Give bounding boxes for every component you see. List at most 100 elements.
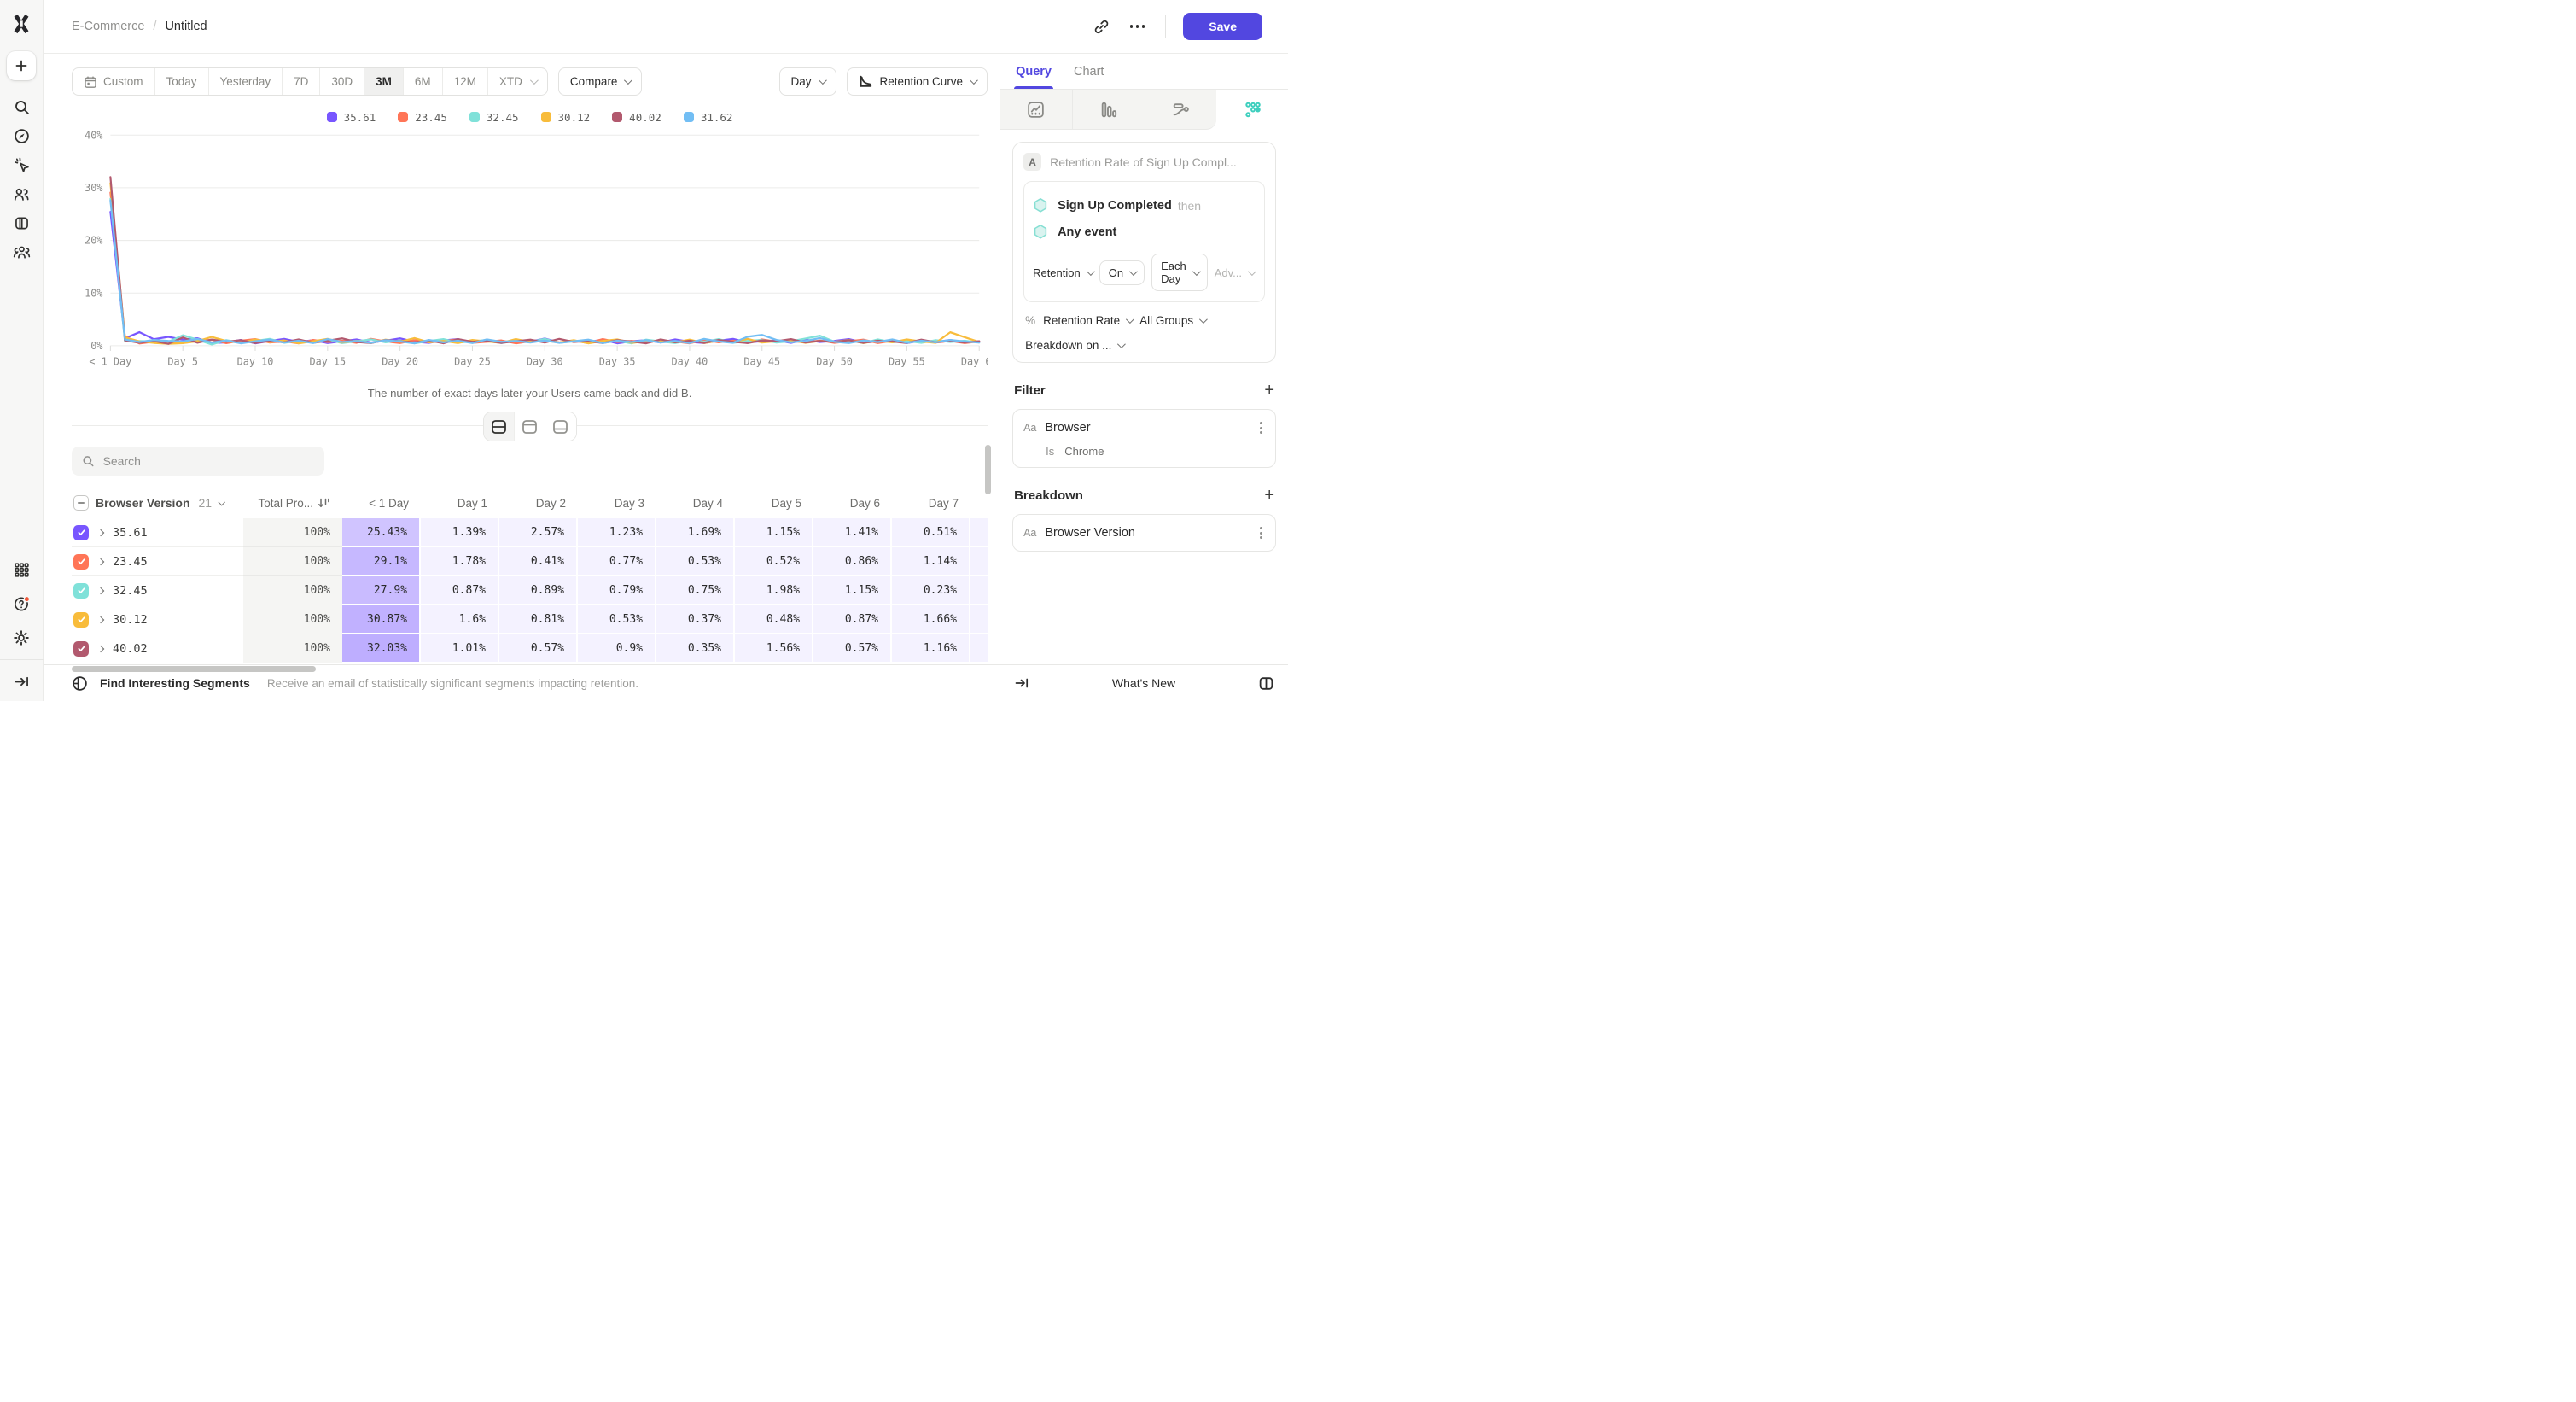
granularity-dropdown[interactable]: Day bbox=[778, 67, 836, 96]
expand-row-icon[interactable] bbox=[96, 558, 105, 565]
range-30d[interactable]: 30D bbox=[320, 68, 365, 95]
row-checkbox[interactable] bbox=[73, 524, 89, 540]
retention-value-cell[interactable]: 0.87% bbox=[421, 576, 499, 605]
whats-new-link[interactable]: What's New bbox=[1111, 676, 1176, 690]
first-event-row[interactable]: Sign Up Completed then bbox=[1033, 192, 1254, 219]
row-label[interactable]: 30.12 bbox=[113, 612, 148, 627]
legend-item[interactable]: 35.61 bbox=[326, 109, 376, 125]
range-yesterday[interactable]: Yesterday bbox=[209, 68, 283, 95]
settings-gear-icon[interactable] bbox=[7, 625, 36, 651]
expand-row-icon[interactable] bbox=[96, 587, 105, 594]
row-checkbox[interactable] bbox=[73, 640, 89, 657]
events-cursor-icon[interactable] bbox=[7, 152, 36, 178]
retention-value-cell[interactable]: 0.62% bbox=[970, 518, 988, 547]
retention-value-cell[interactable]: 1.78% bbox=[421, 547, 499, 576]
on-dropdown[interactable]: On bbox=[1099, 260, 1145, 285]
create-new-button[interactable] bbox=[7, 51, 36, 80]
search-nav-icon[interactable] bbox=[7, 94, 36, 120]
day-column-header[interactable] bbox=[970, 488, 988, 518]
users-nav-icon[interactable] bbox=[7, 181, 36, 207]
expand-row-icon[interactable] bbox=[96, 616, 105, 623]
compare-button[interactable]: Compare bbox=[557, 67, 643, 96]
expand-row-icon[interactable] bbox=[96, 645, 105, 652]
retention-value-cell[interactable]: 1.14% bbox=[892, 547, 970, 576]
retention-value-cell[interactable]: 29.1% bbox=[342, 547, 421, 576]
retention-value-cell[interactable]: 32.03% bbox=[342, 634, 421, 663]
retention-value-cell[interactable]: 0.37% bbox=[656, 605, 735, 634]
retention-value-cell[interactable]: 1.6% bbox=[421, 605, 499, 634]
retention-value-cell[interactable]: 27.9% bbox=[342, 576, 421, 605]
retention-value-cell[interactable]: 0.57% bbox=[813, 634, 892, 663]
retention-value-cell[interactable]: 1.69% bbox=[656, 518, 735, 547]
retention-value-cell[interactable]: 0.53% bbox=[578, 605, 656, 634]
row-total-cell[interactable]: 100% bbox=[243, 605, 342, 634]
retention-value-cell[interactable]: 0.75% bbox=[656, 576, 735, 605]
day-column-header[interactable]: Day 5 bbox=[771, 496, 801, 510]
filter-options-icon[interactable] bbox=[1257, 419, 1265, 436]
retention-value-cell[interactable]: 1.15% bbox=[813, 576, 892, 605]
save-button[interactable]: Save bbox=[1183, 13, 1262, 40]
row-label[interactable]: 32.45 bbox=[113, 583, 148, 598]
sort-icon[interactable] bbox=[318, 497, 330, 509]
retention-value-cell[interactable]: 1.41% bbox=[813, 518, 892, 547]
chart-type-dropdown[interactable]: Retention Curve bbox=[846, 67, 988, 96]
each-day-dropdown[interactable]: Each Day bbox=[1151, 254, 1208, 291]
retention-value-cell[interactable]: 1.15% bbox=[970, 605, 988, 634]
insights-report-button[interactable] bbox=[1000, 90, 1073, 130]
day-column-header[interactable]: Day 1 bbox=[457, 496, 487, 510]
chart-line-35.61[interactable] bbox=[109, 210, 981, 345]
collapse-sidebar-icon[interactable] bbox=[7, 669, 36, 694]
row-checkbox[interactable] bbox=[73, 553, 89, 570]
retention-value-cell[interactable]: 0.23% bbox=[892, 576, 970, 605]
row-total-cell[interactable]: 100% bbox=[243, 547, 342, 576]
retention-value-cell[interactable]: 25.43% bbox=[342, 518, 421, 547]
retention-value-cell[interactable]: 0.81% bbox=[499, 605, 578, 634]
range-xtd[interactable]: XTD bbox=[488, 68, 547, 95]
retention-value-cell[interactable]: 0.77% bbox=[578, 547, 656, 576]
legend-item[interactable]: 32.45 bbox=[469, 109, 519, 125]
retention-value-cell[interactable]: 0.57% bbox=[499, 634, 578, 663]
breadcrumb-report-name[interactable]: Untitled bbox=[165, 20, 207, 33]
tab-chart[interactable]: Chart bbox=[1074, 64, 1104, 79]
day-column-header[interactable]: < 1 Day bbox=[369, 496, 409, 510]
breakdown-options-icon[interactable] bbox=[1257, 524, 1265, 541]
measure-dropdown[interactable]: Retention Rate bbox=[1043, 314, 1135, 327]
retention-value-cell[interactable]: 1.16% bbox=[892, 634, 970, 663]
groups-dropdown[interactable]: All Groups bbox=[1139, 314, 1209, 327]
filter-operator[interactable]: Is bbox=[1046, 445, 1055, 458]
more-options-icon[interactable] bbox=[1127, 21, 1149, 32]
retention-value-cell[interactable]: 2.57% bbox=[499, 518, 578, 547]
search-input[interactable] bbox=[102, 454, 314, 468]
day-column-header[interactable]: Day 7 bbox=[928, 496, 959, 510]
retention-value-cell[interactable]: 0.35% bbox=[656, 634, 735, 663]
filter-value[interactable]: Chrome bbox=[1064, 445, 1104, 458]
retention-value-cell[interactable]: 1.15% bbox=[735, 518, 813, 547]
expand-row-icon[interactable] bbox=[96, 529, 105, 536]
retention-value-cell[interactable]: 30.87% bbox=[342, 605, 421, 634]
legend-item[interactable]: 23.45 bbox=[398, 109, 447, 125]
retention-value-cell[interactable]: 1.66% bbox=[892, 605, 970, 634]
layout-chart-button[interactable] bbox=[514, 412, 545, 441]
retention-type-dropdown[interactable]: Retention bbox=[1033, 266, 1095, 279]
retention-value-cell[interactable]: 0.86% bbox=[813, 547, 892, 576]
filter-property-name[interactable]: Browser bbox=[1045, 421, 1091, 435]
range-12m[interactable]: 12M bbox=[443, 68, 488, 95]
range-7d[interactable]: 7D bbox=[283, 68, 321, 95]
copy-link-icon[interactable] bbox=[1093, 19, 1110, 35]
columns-layout-icon[interactable] bbox=[1258, 675, 1274, 692]
row-checkbox[interactable] bbox=[73, 611, 89, 628]
retention-value-cell[interactable]: 1.23% bbox=[578, 518, 656, 547]
mixpanel-logo-icon[interactable] bbox=[10, 12, 32, 36]
legend-item[interactable]: 30.12 bbox=[540, 109, 590, 125]
retention-value-cell[interactable]: 0.57% bbox=[970, 634, 988, 663]
retention-value-cell[interactable]: 0.53% bbox=[656, 547, 735, 576]
flows-report-button[interactable] bbox=[1145, 90, 1217, 130]
explore-compass-icon[interactable] bbox=[7, 123, 36, 149]
layout-split-button[interactable] bbox=[483, 412, 515, 441]
retention-value-cell[interactable]: 0.87% bbox=[813, 605, 892, 634]
retention-value-cell[interactable]: 1.39% bbox=[421, 518, 499, 547]
cohorts-nav-icon[interactable] bbox=[7, 239, 36, 265]
retention-value-cell[interactable]: 1.01% bbox=[421, 634, 499, 663]
retention-value-cell[interactable]: 0.52% bbox=[735, 547, 813, 576]
chart-line-31.62[interactable] bbox=[109, 199, 981, 345]
